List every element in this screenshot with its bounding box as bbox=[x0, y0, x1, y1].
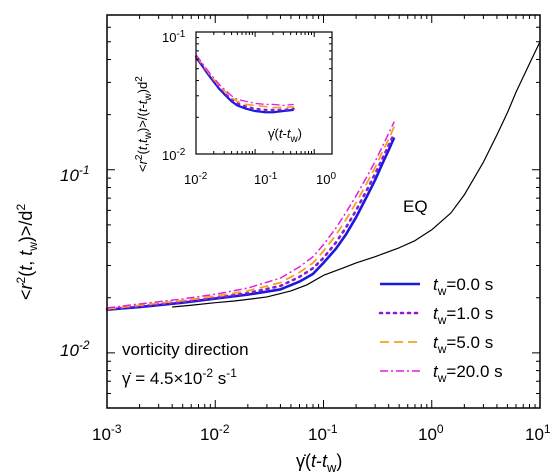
x-tick-label-1e-1: 10-1 bbox=[308, 422, 338, 444]
inset-y-tick-label-1e-1: 10-1 bbox=[162, 29, 186, 45]
x-tick-label-1e-3: 10-3 bbox=[92, 422, 122, 444]
main-series-line-1 bbox=[105, 132, 396, 311]
legend-entry-0: tw=0.0 s bbox=[380, 275, 493, 298]
inset-frame bbox=[195, 31, 333, 155]
legend-label-2: tw=5.0 s bbox=[433, 333, 493, 356]
inset-x-tick-label-1e-2: 10-2 bbox=[184, 171, 208, 187]
x-axis-label: γ̇(t-tw) bbox=[296, 451, 342, 475]
x-tick-label-1e-2: 10-2 bbox=[200, 422, 230, 444]
main-axis-ticks bbox=[106, 14, 541, 409]
legend-label-1: tw=1.0 s bbox=[433, 304, 493, 327]
legend-label-3: tw=20.0 s bbox=[433, 362, 503, 385]
main-series-line-3 bbox=[106, 121, 395, 309]
inset-plot: 10-1 10-2 10-2 10-1 100 γ̇(t-tw) <r2(t,t… bbox=[134, 29, 336, 187]
inset-axis-ticks bbox=[195, 31, 333, 155]
y-tick-label-1e-2: 10-2 bbox=[60, 338, 90, 360]
legend-label-0: tw=0.0 s bbox=[433, 275, 493, 298]
eq-label: EQ bbox=[403, 197, 428, 216]
inset-series-group bbox=[194, 54, 295, 114]
inset-series-line-3 bbox=[195, 54, 294, 107]
inset-x-tick-label-1e-1: 10-1 bbox=[254, 171, 278, 187]
legend-entry-2: tw=5.0 s bbox=[380, 333, 493, 356]
direction-label: vorticity direction bbox=[122, 340, 249, 359]
x-tick-label-1e1: 101 bbox=[525, 422, 551, 444]
main-series-line-4 bbox=[172, 41, 541, 308]
x-tick-label-1e0: 100 bbox=[418, 422, 444, 444]
inset-background bbox=[196, 32, 332, 154]
shear-rate-label: γ̇ = 4.5×10-2 s-1 bbox=[122, 366, 237, 388]
y-axis-label: <r2(t, tw)>/d2 bbox=[14, 204, 40, 300]
main-plot-area bbox=[105, 14, 541, 409]
inset-series-line-2 bbox=[195, 55, 294, 109]
inset-x-tick-label-1e0: 100 bbox=[316, 171, 336, 187]
main-series-group bbox=[105, 41, 541, 312]
inset-y-tick-label-1e-2: 10-2 bbox=[162, 147, 186, 163]
inset-x-axis-label: γ̇(t-tw) bbox=[268, 126, 302, 145]
legend: tw=0.0 s tw=1.0 s tw=5.0 s tw=20.0 s bbox=[378, 275, 503, 385]
inset-y-axis-label: <r2(t,tw)>/(t-tw)d2 bbox=[134, 76, 154, 172]
legend-entry-1: tw=1.0 s bbox=[378, 304, 493, 327]
legend-entry-3: tw=20.0 s bbox=[380, 362, 503, 385]
y-tick-label-1e-1: 10-1 bbox=[60, 163, 90, 185]
main-series-line-2 bbox=[106, 126, 396, 310]
